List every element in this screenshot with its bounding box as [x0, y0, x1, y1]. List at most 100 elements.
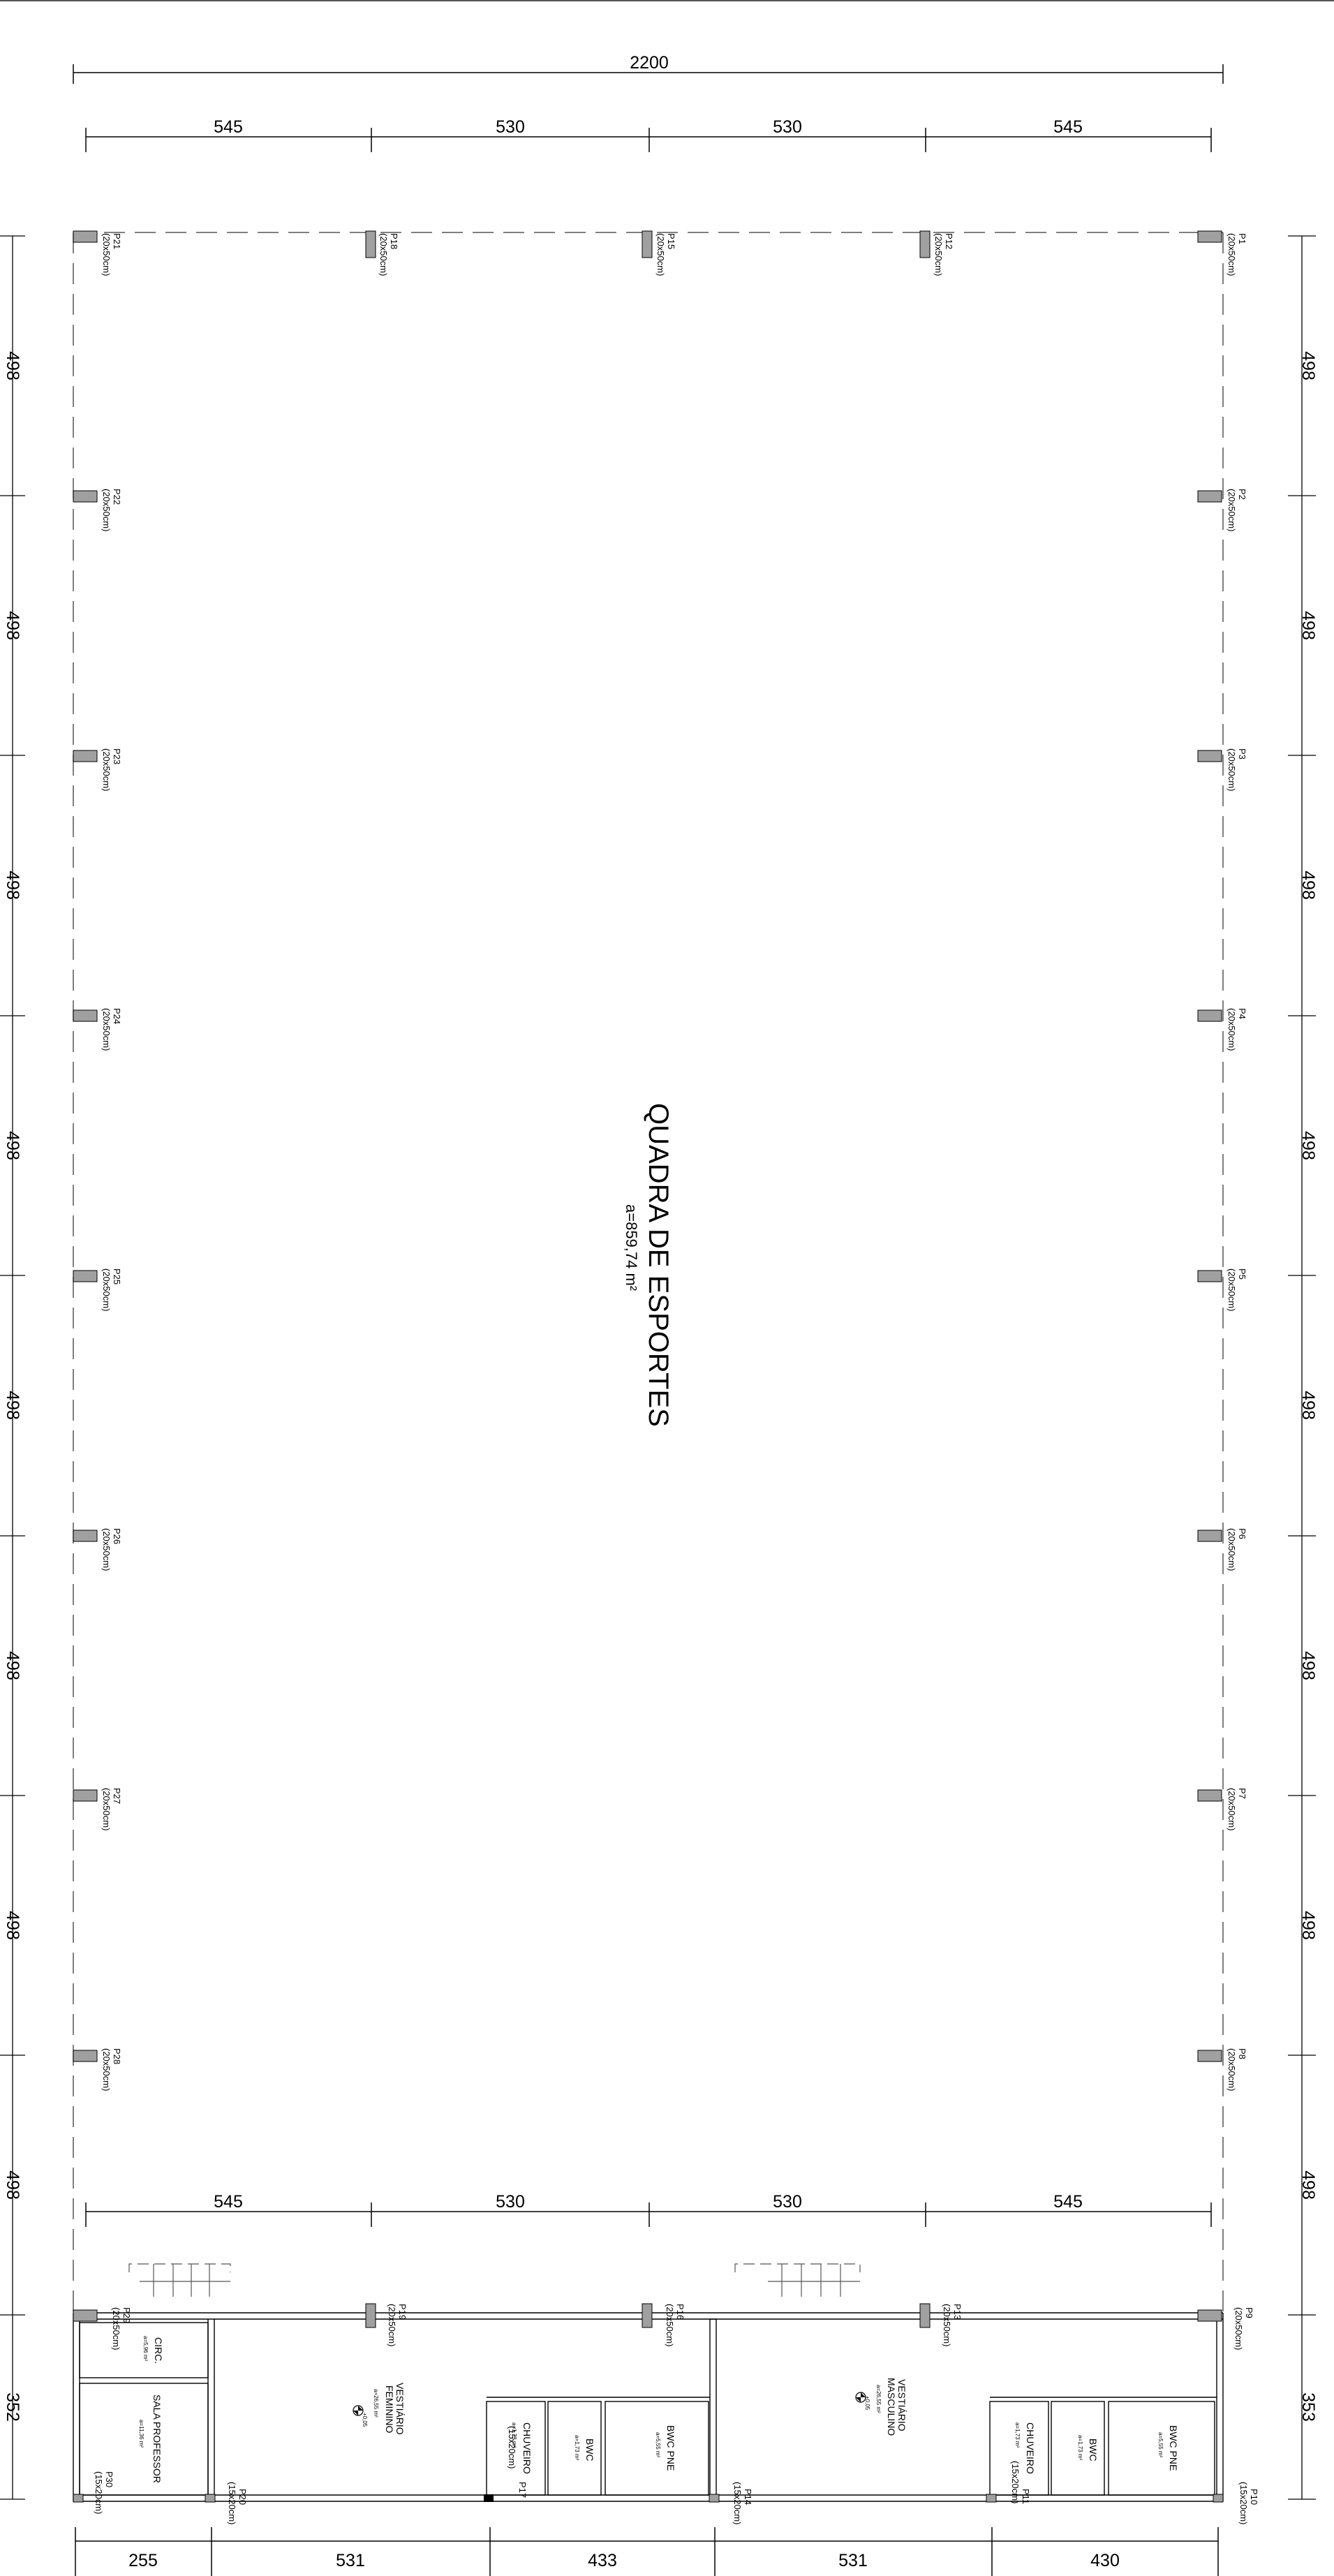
pillar-P20 [205, 2494, 216, 2503]
pillar-P26 [73, 1530, 98, 1542]
mid-bay-dimensions [85, 2203, 1212, 2227]
left-dim-5-label: 498 [3, 1391, 22, 1420]
pillar-P6 [1197, 1530, 1222, 1542]
room-bwc-f-name: BWC [584, 2438, 595, 2462]
bottom-dimensions [75, 2527, 1219, 2576]
pillar-P5-label: P5 [1237, 1268, 1247, 1280]
right-dim-2-label: 498 [1298, 611, 1318, 640]
mid-bay-3-label: 530 [773, 2192, 802, 2212]
pillar-P5 [1197, 1270, 1222, 1282]
pillar-P3-label: P3 [1237, 748, 1247, 760]
pillar-P26-size: (20x50cm) [101, 1528, 112, 1571]
pillar-P14 [709, 2494, 720, 2503]
right-dim-6-label: 498 [1298, 1651, 1318, 1680]
pillar-P29-size: (20x50cm) [111, 2307, 121, 2350]
bottom-pillar-labels: P29 (20x50cm) P19 (20x50cm) P16 (20x50cm… [94, 2304, 1259, 2524]
pillar-P1 [1197, 230, 1222, 243]
pillar-P4-size: (20x50cm) [1226, 1008, 1237, 1051]
pillar-P12 [919, 230, 931, 258]
pillar-P23 [73, 750, 98, 762]
right-dim-3-label: 498 [1298, 871, 1318, 900]
mid-bay-1-label: 545 [214, 2192, 243, 2212]
pillar-P29 [73, 2309, 98, 2322]
pillar-P17-size: (15x20cm) [507, 2426, 517, 2468]
right-dim-8-label: 498 [1298, 2170, 1318, 2200]
pillar-P1-size: (20x50cm) [1226, 233, 1237, 276]
pillar-P8-size: (20x50cm) [1226, 2048, 1237, 2091]
pillar-P18-label: P18 [389, 233, 399, 249]
pillar-P10-label: P10 [1249, 2489, 1259, 2505]
pillar-P13-size: (20x50cm) [942, 2304, 952, 2346]
room-vestiario-f-name1: VESTIÁRIO [394, 2383, 406, 2435]
bottom-dim-2-label: 531 [336, 2551, 365, 2570]
room-circ-area: a=5,96 m² [142, 2336, 149, 2362]
pillar-P3-size: (20x50cm) [1226, 748, 1237, 791]
left-dim-3-label: 498 [3, 871, 22, 900]
pillar-P6-label: P6 [1237, 1528, 1247, 1539]
pillars-bottom [73, 2303, 1224, 2503]
left-side-dimensions [0, 235, 25, 2500]
pillar-P21 [73, 230, 98, 243]
room-chuveiro-f-name: CHUVEIRO [521, 2422, 533, 2474]
pillar-P12-size: (20x50cm) [933, 233, 944, 276]
pillar-P3 [1197, 750, 1222, 762]
pillar-P15 [642, 230, 653, 258]
pillar-P27-size: (20x50cm) [101, 1788, 112, 1830]
pillar-P14-label: P14 [743, 2489, 753, 2505]
pillar-P17 [484, 2494, 494, 2502]
room-chuveiro-m-area: a=1,73 m² [1014, 2422, 1021, 2448]
mid-bay-4-label: 545 [1053, 2192, 1083, 2212]
pillar-P6-size: (20x50cm) [1226, 1528, 1237, 1571]
right-dim-4-label: 498 [1298, 1131, 1318, 1160]
pillar-P19-label: P19 [397, 2304, 408, 2320]
top-bay-dimensions [85, 128, 1212, 152]
court-area: a=859,74 m² [623, 1204, 640, 1291]
pillar-P18 [365, 230, 376, 258]
left-dim-6-label: 498 [3, 1651, 22, 1680]
pillar-P28-label: P28 [112, 2048, 122, 2064]
room-vestiario-m-area: a=26,55 m² [875, 2385, 882, 2413]
pillar-P11 [986, 2494, 997, 2503]
pillar-P15-label: P15 [666, 233, 676, 249]
pillar-P13 [919, 2303, 931, 2328]
room-circ-name: CIRC. [153, 2337, 164, 2364]
right-dim-9-label: 353 [1298, 2392, 1318, 2422]
pillar-labels: P21 (20x50cm) P18 (20x50cm) P15 (20x50cm… [101, 233, 1247, 2091]
level-marker-icon [855, 2392, 866, 2403]
room-labels: CIRC. a=5,96 m² SALA PROFESSOR a=11,36 m… [138, 2336, 1179, 2483]
pillar-P8-label: P8 [1237, 2048, 1247, 2059]
bottom-dim-4-label: 531 [838, 2551, 868, 2570]
pillar-P25-size: (20x50cm) [101, 1268, 112, 1311]
left-dim-9-label: 352 [3, 2392, 22, 2422]
room-vestiario-f-name2: FEMININO [384, 2385, 395, 2434]
room-vestiario-f-area: a=26,55 m² [373, 2389, 379, 2418]
pillar-P16-label: P16 [675, 2304, 685, 2320]
pillar-P17-label: P17 [517, 2482, 528, 2498]
right-dim-1-label: 498 [1298, 351, 1318, 380]
court-title: QUADRA DE ESPORTES [643, 1103, 674, 1427]
pillars-sides [73, 490, 1222, 2062]
pillar-P24-label: P24 [112, 1008, 122, 1024]
pillar-P23-size: (20x50cm) [101, 748, 112, 791]
room-bwc-pne-m-area: a=5,55 m² [1157, 2432, 1164, 2458]
pillar-P10-size: (15x20cm) [1238, 2482, 1249, 2524]
room-bwc-m-name: BWC [1088, 2438, 1099, 2462]
pillar-P19-size: (20x50cm) [387, 2304, 397, 2346]
room-vestiario-m-name2: MASCULINO [886, 2378, 897, 2436]
pillar-P9 [1197, 2309, 1222, 2322]
pillar-P18-size: (20x50cm) [378, 233, 389, 276]
pillar-P24 [73, 1009, 98, 1022]
pillar-P20-size: (15x20cm) [227, 2482, 237, 2524]
top-bay-2-label: 530 [496, 117, 525, 137]
pillar-P20-label: P20 [237, 2489, 248, 2505]
pillar-P28 [73, 2050, 98, 2062]
right-dim-5-label: 498 [1298, 1391, 1318, 1420]
left-dim-8-label: 498 [3, 2170, 22, 2200]
left-dim-7-label: 498 [3, 1911, 22, 1940]
pillar-P10 [1213, 2494, 1224, 2503]
pillar-P7-label: P7 [1237, 1788, 1247, 1799]
pillar-P9-label: P9 [1244, 2307, 1254, 2318]
pillar-P4 [1197, 1009, 1222, 1022]
pillar-P11-size: (15x20cm) [1010, 2461, 1021, 2503]
pillar-P4-label: P4 [1237, 1008, 1247, 1019]
